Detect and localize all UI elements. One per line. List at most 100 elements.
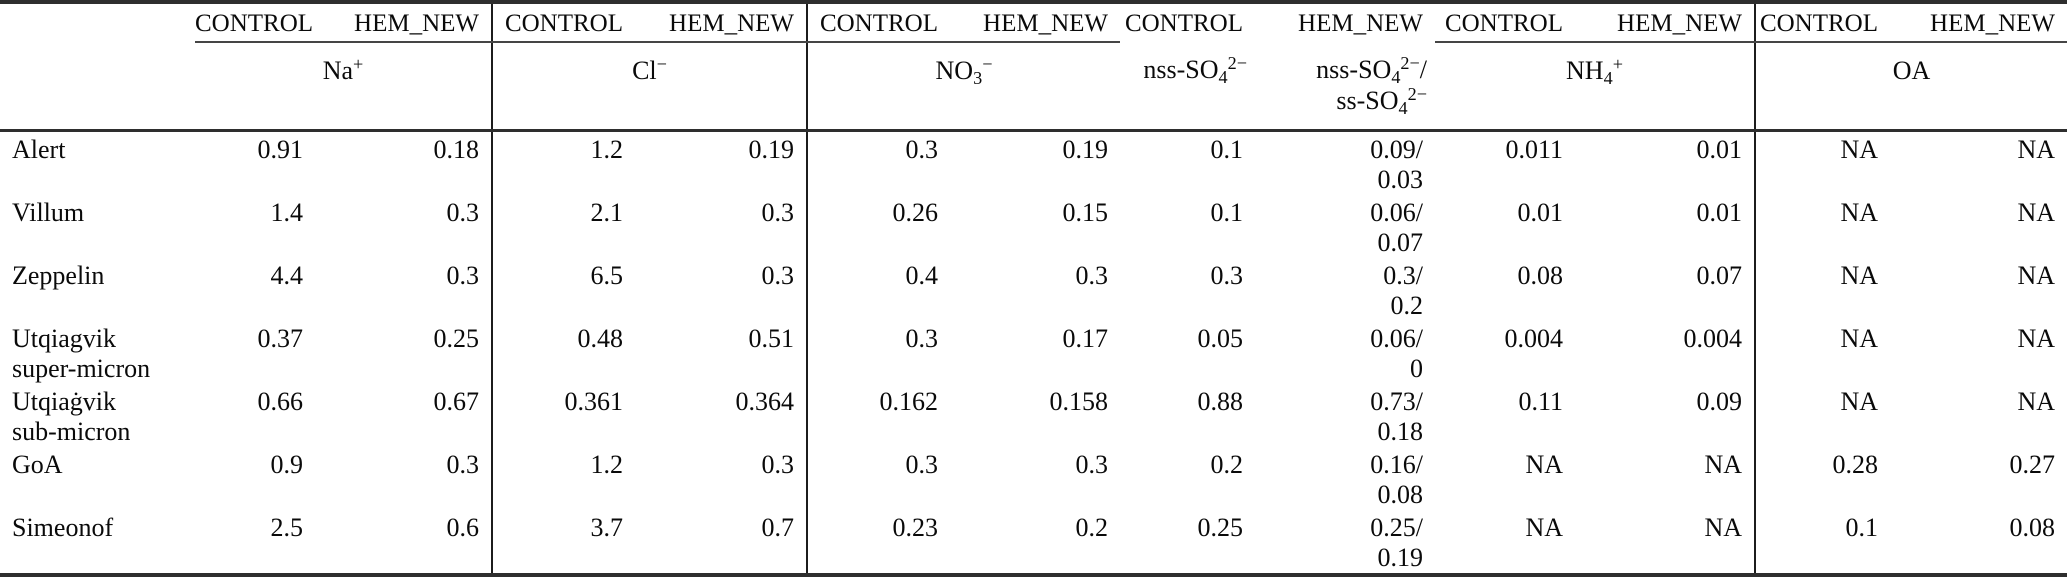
station-cell: Villum <box>0 195 195 258</box>
cell-line: Utqiaġvik <box>12 386 116 416</box>
oa-hemnew-value: NA <box>2017 197 2055 227</box>
nh4-control-value: 0.011 <box>1505 134 1563 164</box>
cell-line: GoA <box>12 449 63 479</box>
na-hemnew-value: 0.3 <box>446 260 480 290</box>
oa-hemnew-value: 0.08 <box>1890 509 2067 577</box>
cell-line: 0.73/ <box>1370 386 1423 416</box>
na-control-value: 2.5 <box>195 509 315 577</box>
na-control-value: 0.91 <box>257 134 304 164</box>
na-hemnew-value: 0.18 <box>433 134 480 164</box>
cl-hemnew-value: 0.364 <box>735 386 795 416</box>
oa-control-value: NA <box>1754 383 1890 447</box>
cell-line: Simeonof <box>12 512 114 542</box>
station-species-spacer <box>0 42 195 132</box>
nh4-hemnew-value: 0.09 <box>1696 386 1743 416</box>
nh4-control-value: NA <box>1525 449 1563 479</box>
cl-control-value: 1.2 <box>491 446 635 510</box>
so4-control-value: 0.05 <box>1197 323 1244 353</box>
oa-control-value: NA <box>1754 130 1890 195</box>
oa-control-value: NA <box>1754 194 1890 258</box>
no3-hemnew-value: 0.3 <box>1075 260 1109 290</box>
na-hemnew-value: 0.25 <box>433 323 480 353</box>
table-row: GoA 0.9 0.3 1.2 0.3 0.3 0.3 0.2 0.16/0.08 NA NA 0.2… <box>0 446 2067 510</box>
cell-line: Alert <box>12 134 66 164</box>
table-row: Zeppelin 4.4 0.3 6.5 0.3 0.4 0.3 0.3 0.3/0.2 0.08… <box>0 257 2067 321</box>
na-species-label: Na+ <box>195 42 492 132</box>
nh4-control-header: CONTROL <box>1435 2 1575 43</box>
so4-hemnew-value: 0.09/0.03 <box>1255 130 1435 195</box>
no3-hemnew-value: 0.158 <box>1049 386 1109 416</box>
so4-control-value: 0.1 <box>1210 134 1244 164</box>
oa-species-label: OA <box>1754 42 2067 132</box>
oa-hemnew-value: NA <box>2017 323 2055 353</box>
cl-hemnew-value: 0.7 <box>635 509 807 577</box>
na-control-header: CONTROL <box>195 2 315 43</box>
cell-line: OA <box>1892 56 1931 85</box>
na-control-value: 0.37 <box>257 323 304 353</box>
nh4-control-value: 0.01 <box>1517 197 1564 227</box>
na-control-value: 1.4 <box>270 197 304 227</box>
table-row: Simeonof 2.5 0.6 3.7 0.7 0.23 0.2 0.25 0.25/0.19… <box>0 509 2067 577</box>
so4-control-header: CONTROL <box>1124 10 1243 37</box>
cl-control-value: 3.7 <box>491 509 635 577</box>
so4-control-value: 0.1 <box>1210 197 1244 227</box>
cell-line: 0.09/ <box>1370 134 1423 164</box>
so4-hemnew-value: 0.25/0.19 <box>1255 509 1435 577</box>
so4-hemnew-species-label: nss-SO42−/ss-SO42− <box>1255 42 1435 132</box>
so4-hemnew-value: 0.73/0.18 <box>1255 384 1435 447</box>
station-cell: Utqiagvik super-micron <box>0 321 195 384</box>
cl-hemnew-value: 0.51 <box>748 323 795 353</box>
na-hemnew-value: 0.3 <box>446 449 480 479</box>
so4-control-species-label: nss-SO42− <box>1120 42 1255 132</box>
so4-control-value: 0.88 <box>1197 386 1244 416</box>
no3-hemnew-value: 0.2 <box>950 509 1120 577</box>
cell-line: Villum <box>12 197 85 227</box>
cl-control-value: 0.48 <box>491 320 635 384</box>
cl-hemnew-value: 0.3 <box>761 260 795 290</box>
no3-control-value: 0.26 <box>806 194 950 258</box>
oa-hemnew-header: HEM_NEW <box>1890 2 2067 43</box>
na-control-value: 0.9 <box>270 449 304 479</box>
no3-hemnew-value: 0.19 <box>1062 134 1109 164</box>
cell-line: Zeppelin <box>12 260 105 290</box>
cell-line: 0.18 <box>1377 416 1424 446</box>
no3-control-value: 0.3 <box>806 130 950 195</box>
no3-control-value: 0.162 <box>806 383 950 447</box>
nh4-control-value: 0.11 <box>1518 386 1563 416</box>
cell-line: 0.03 <box>1377 164 1424 194</box>
oa-hemnew-value: NA <box>2017 260 2055 290</box>
nh4-hemnew-value: NA <box>1575 509 1755 577</box>
cell-line: 0.25/ <box>1370 512 1423 542</box>
so4-hemnew-value: 0.3/0.2 <box>1255 258 1435 321</box>
table-row: Alert 0.91 0.18 1.2 0.19 0.3 0.19 0.1 0.09/0.03 0… <box>0 130 2067 195</box>
cell-line: Utqiagvik <box>12 323 116 353</box>
station-cell: Simeonof <box>0 509 195 577</box>
cl-hemnew-value: 0.3 <box>761 449 795 479</box>
oa-hemnew-value: 0.27 <box>2009 449 2056 479</box>
table-row: Villum 1.4 0.3 2.1 0.3 0.26 0.15 0.1 0.06/0.07 0.… <box>0 194 2067 258</box>
cell-line: 0.16/ <box>1370 449 1423 479</box>
cell-line: 0.3/ <box>1383 260 1423 290</box>
oa-hemnew-value: NA <box>2017 134 2055 164</box>
cell-line: 0.19 <box>1377 542 1424 572</box>
cl-hemnew-header: HEM_NEW <box>635 2 807 43</box>
oa-control-value: 0.1 <box>1754 509 1890 577</box>
cell-line: 0.07 <box>1377 227 1424 257</box>
nh4-hemnew-value: 0.01 <box>1696 197 1743 227</box>
cell-line: 0.08 <box>1377 479 1424 509</box>
station-cell: GoA <box>0 447 195 510</box>
oa-control-value: NA <box>1754 320 1890 384</box>
so4-control-value: 0.3 <box>1210 260 1244 290</box>
no3-control-value: 0.3 <box>806 446 950 510</box>
cell-line: 0.2 <box>1390 290 1424 320</box>
nh4-hemnew-value: 0.004 <box>1683 323 1743 353</box>
table-header: CONTROL HEM_NEW CONTROL HEM_NEW CONTROL HEM_N… <box>0 2 2067 132</box>
na-control-value: 0.66 <box>257 386 304 416</box>
station-cell: Alert <box>0 130 195 195</box>
nh4-hemnew-value: 0.07 <box>1696 260 1743 290</box>
no3-hemnew-value: 0.3 <box>1075 449 1109 479</box>
so4-hemnew-header: HEM_NEW <box>1298 10 1423 37</box>
station-column-header <box>0 2 195 42</box>
oa-control-value: 0.28 <box>1754 446 1890 510</box>
